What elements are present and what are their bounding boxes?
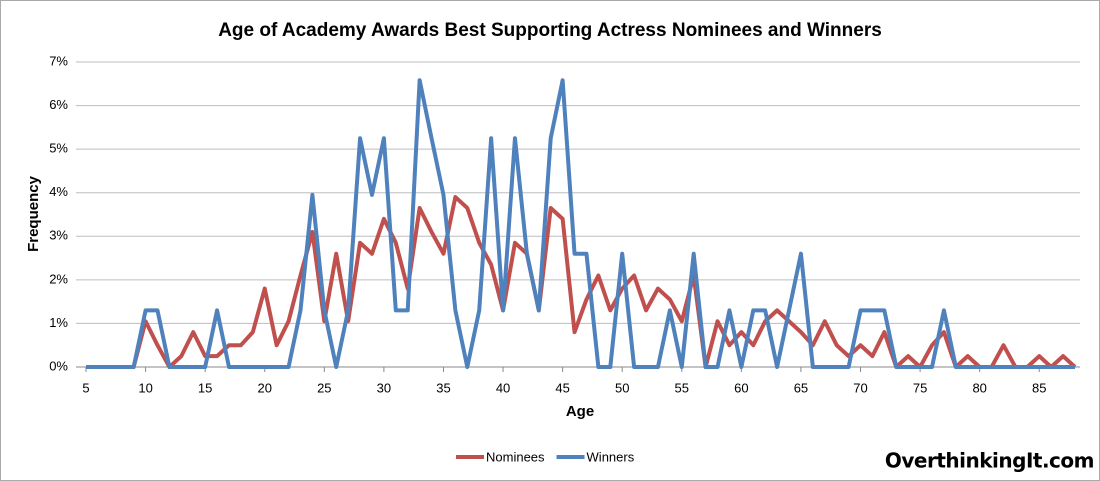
x-tick-label: 70: [853, 380, 867, 395]
y-tick-label: 2%: [49, 271, 68, 286]
y-axis-title: Frequency: [25, 175, 42, 252]
legend-label: Nominees: [486, 449, 545, 464]
x-tick-label: 80: [972, 380, 986, 395]
y-tick-label: 3%: [49, 228, 68, 243]
legend-label: Winners: [587, 449, 635, 464]
watermark: OverthinkingIt.com: [885, 449, 1094, 473]
x-tick-label: 45: [555, 380, 569, 395]
x-axis-title: Age: [566, 403, 594, 420]
x-tick-label: 65: [794, 380, 808, 395]
x-tick-label: 30: [377, 380, 391, 395]
x-tick-label: 20: [258, 380, 272, 395]
y-tick-label: 5%: [49, 141, 68, 156]
chart-title: Age of Academy Awards Best Supporting Ac…: [218, 20, 882, 41]
x-tick-label: 15: [198, 380, 212, 395]
x-tick-label: 5: [82, 380, 89, 395]
x-tick-label: 40: [496, 380, 510, 395]
y-tick-label: 6%: [49, 97, 68, 112]
x-tick-label: 55: [675, 380, 689, 395]
x-tick-label: 75: [913, 380, 927, 395]
y-tick-label: 4%: [49, 184, 68, 199]
series-line: [86, 195, 1077, 369]
y-tick-label: 7%: [49, 53, 68, 68]
series-line: [86, 78, 1075, 369]
x-tick-label: 60: [734, 380, 748, 395]
x-tick-label: 10: [138, 380, 152, 395]
x-tick-label: 25: [317, 380, 331, 395]
x-tick-label: 35: [436, 380, 450, 395]
y-tick-label: 0%: [49, 358, 68, 373]
x-tick-label: 85: [1032, 380, 1046, 395]
x-tick-label: 50: [615, 380, 629, 395]
y-tick-label: 1%: [49, 315, 68, 330]
